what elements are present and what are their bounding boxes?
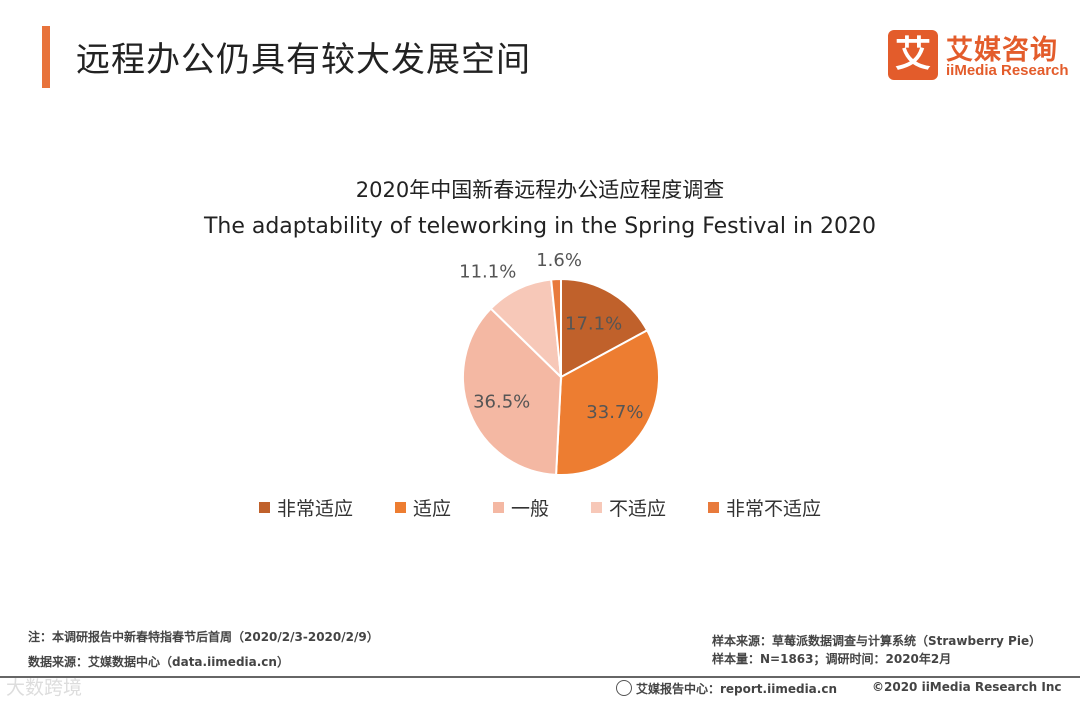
title-accent-bar — [42, 26, 50, 88]
legend-swatch — [591, 502, 602, 513]
legend-label: 不适应 — [609, 498, 667, 520]
slice-label-3: 11.1% — [459, 262, 516, 283]
survey-note: 注：本调研报告中新春特指春节后首周（2020/2/3-2020/2/9） — [28, 630, 379, 644]
slice-label-0: 17.1% — [565, 313, 622, 334]
legend-label: 非常不适应 — [726, 498, 822, 520]
pie-slice-4 — [550, 277, 562, 378]
iimedia-logo: 艾 艾媒咨询 iiMedia Research — [888, 30, 1069, 82]
logo-en-text: iiMedia Research — [946, 62, 1069, 79]
legend-item: 适应 — [394, 494, 451, 521]
legend-swatch — [258, 502, 270, 513]
legend-swatch — [492, 502, 504, 513]
globe-icon — [616, 680, 632, 696]
slice-label-2: 36.5% — [473, 391, 530, 412]
sample-source: 样本来源：草莓派数据调查与计算系统（Strawberry Pie） — [712, 634, 1042, 648]
legend-label: 一般 — [510, 498, 549, 520]
sample-size: 样本量：N=1863；调研时间：2020年2月 — [712, 652, 952, 666]
legend-item: 非常适应 — [258, 494, 353, 521]
pie-slice-3 — [489, 278, 563, 380]
logo-cn-text: 艾媒咨询 — [946, 35, 1058, 66]
watermark: 大数跨境 — [6, 677, 83, 699]
pie-slice-2 — [462, 307, 563, 476]
legend-label: 非常适应 — [276, 498, 353, 520]
chart-subtitle: The adaptability of teleworking in the S… — [203, 214, 877, 239]
footer-divider — [0, 676, 1080, 678]
legend-swatch — [708, 502, 720, 513]
legend-swatch — [394, 502, 406, 513]
report-center-link[interactable]: 艾媒报告中心：report.iimedia.cn — [636, 682, 837, 696]
copyright: ©2020 iiMedia Research Inc — [872, 680, 1062, 694]
legend-item: 非常不适应 — [708, 494, 821, 521]
pie-slice-0 — [560, 277, 649, 379]
data-source: 数据来源：艾媒数据中心（data.iimedia.cn） — [28, 655, 289, 669]
chart-title: 2020年中国新春远程办公适应程度调查 — [355, 178, 725, 202]
pie-slice-1 — [555, 328, 660, 476]
legend-label: 适应 — [412, 498, 451, 520]
legend-item: 一般 — [492, 494, 549, 521]
page-title: 远程办公仍具有较大发展空间 — [76, 40, 531, 80]
slice-label-4: 1.6% — [536, 250, 582, 271]
chart-legend: 非常适应 适应 一般 不适应 非常不适应 — [0, 494, 1080, 521]
legend-item: 不适应 — [591, 494, 666, 521]
slice-label-1: 33.7% — [586, 402, 643, 423]
logo-mark-icon: 艾 — [888, 30, 938, 80]
